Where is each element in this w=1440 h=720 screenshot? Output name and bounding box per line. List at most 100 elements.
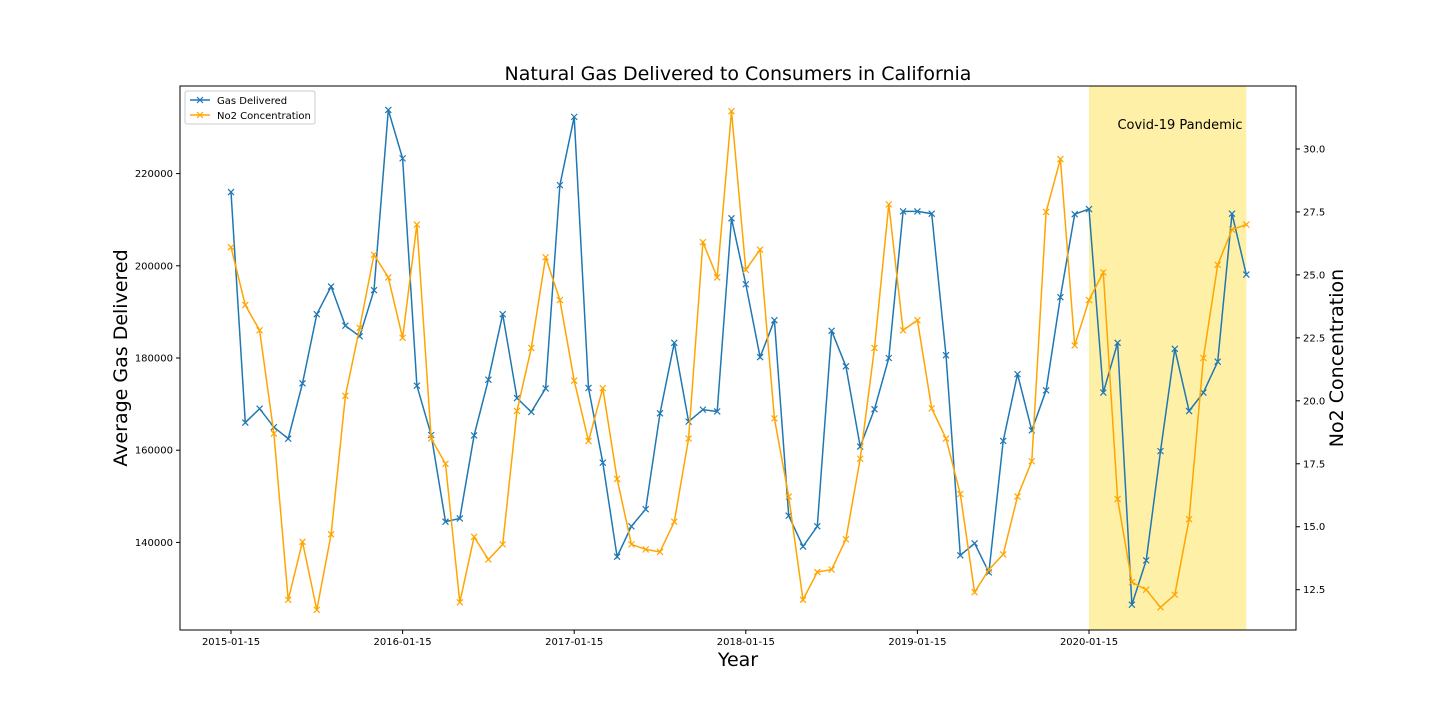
data-point-no2 <box>1171 591 1179 599</box>
data-point-no2 <box>570 377 578 385</box>
data-point-gas <box>670 339 678 347</box>
data-point-no2 <box>1014 493 1021 500</box>
legend-marker <box>196 96 204 104</box>
data-point-no2 <box>284 596 292 604</box>
y2-tick-label: 20.0 <box>1303 396 1325 407</box>
data-point-gas <box>556 181 564 189</box>
data-point-no2 <box>513 407 521 415</box>
data-point-gas <box>227 188 235 196</box>
data-point-gas <box>570 113 578 121</box>
data-point-no2 <box>456 598 464 606</box>
legend: Gas Delivered No2 Concentration <box>184 90 316 125</box>
data-point-gas <box>442 518 449 526</box>
data-point-gas <box>813 522 821 530</box>
y-axis-right: 12.5 15.0 17.5 20.0 22.5 25.0 27.5 30.0 <box>1296 144 1325 596</box>
data-point-no2 <box>1214 261 1222 269</box>
data-point-no2 <box>399 334 407 342</box>
data-point-no2 <box>1114 495 1122 503</box>
data-point-no2 <box>313 606 321 614</box>
y2-tick-label: 15.0 <box>1303 522 1325 533</box>
data-point-gas <box>484 376 492 384</box>
y2-tick-label: 25.0 <box>1303 270 1325 281</box>
data-point-no2 <box>871 344 878 352</box>
data-point-no2 <box>627 540 635 548</box>
data-point-gas <box>928 210 936 218</box>
chart-title: Natural Gas Delivered to Consumers in Ca… <box>505 63 972 85</box>
data-point-no2 <box>985 566 993 573</box>
data-point-no2 <box>527 344 535 352</box>
data-point-gas <box>599 459 607 467</box>
data-point-gas <box>313 310 321 318</box>
data-point-no2 <box>1128 578 1136 586</box>
data-point-gas <box>627 522 635 530</box>
data-point-no2 <box>713 273 721 281</box>
data-point-no2 <box>1228 226 1236 233</box>
y-tick-label: 160000 <box>135 446 173 457</box>
data-point-no2 <box>542 253 550 261</box>
data-point-gas <box>656 409 664 417</box>
data-point-no2 <box>770 415 778 422</box>
data-point-no2 <box>885 200 893 208</box>
data-point-gas <box>1085 205 1093 213</box>
data-point-no2 <box>899 326 907 334</box>
data-point-no2 <box>670 518 678 526</box>
data-point-gas <box>370 286 378 294</box>
data-point-gas <box>613 553 621 561</box>
data-point-gas <box>885 354 893 362</box>
data-point-no2 <box>1099 268 1107 276</box>
covid-shaded-span <box>1089 86 1247 630</box>
legend-box <box>184 90 316 125</box>
data-point-no2 <box>756 246 764 254</box>
y2-tick-label: 22.5 <box>1303 333 1325 344</box>
data-point-gas <box>756 353 764 361</box>
data-point-gas <box>327 283 335 290</box>
data-point-gas <box>1056 293 1064 301</box>
x-axis-label: Year <box>717 649 758 671</box>
data-point-no2 <box>699 238 707 246</box>
data-point-no2 <box>928 404 936 412</box>
covid-annotation: Covid-19 Pandemic <box>1117 118 1242 133</box>
data-point-no2 <box>913 316 921 324</box>
data-point-no2 <box>341 392 349 400</box>
data-point-gas <box>542 385 550 392</box>
series-layer <box>227 106 1250 614</box>
data-point-no2 <box>1042 208 1050 216</box>
data-point-no2 <box>585 437 592 445</box>
data-point-gas <box>799 543 807 550</box>
y-tick-label: 200000 <box>135 261 173 272</box>
x-tick-label: 2020-01-15 <box>1060 637 1118 648</box>
data-point-gas <box>971 539 979 547</box>
data-point-no2 <box>1185 515 1193 523</box>
data-point-no2 <box>1085 296 1093 304</box>
y-tick-label: 140000 <box>135 538 173 549</box>
legend-marker <box>196 111 204 119</box>
data-point-no2 <box>813 568 821 576</box>
data-point-gas <box>699 406 707 414</box>
data-point-gas <box>470 432 478 439</box>
data-point-no2 <box>942 435 950 443</box>
data-point-no2 <box>413 221 421 228</box>
data-point-gas <box>284 435 292 443</box>
data-point-gas <box>985 568 993 576</box>
data-point-no2 <box>685 435 693 443</box>
data-point-gas <box>713 408 721 415</box>
legend-label-gas: Gas Delivered <box>217 96 287 107</box>
y2-axis-label: No2 Concentration <box>1326 269 1348 447</box>
data-point-no2 <box>999 551 1007 558</box>
data-point-no2 <box>828 566 836 573</box>
data-point-no2 <box>1071 341 1079 349</box>
data-point-no2 <box>785 493 793 500</box>
data-point-gas <box>728 214 735 222</box>
data-point-gas <box>1214 358 1222 366</box>
data-point-gas <box>499 310 507 318</box>
data-point-no2 <box>613 475 621 483</box>
data-point-gas <box>871 405 878 413</box>
data-point-no2 <box>1056 155 1064 163</box>
data-point-no2 <box>384 273 392 281</box>
x-tick-label: 2018-01-15 <box>717 637 775 648</box>
data-point-gas <box>1099 389 1107 397</box>
data-point-gas <box>1171 345 1179 353</box>
series-line-no2 <box>230 111 1247 611</box>
data-point-no2 <box>442 460 449 468</box>
data-point-gas <box>527 408 535 416</box>
